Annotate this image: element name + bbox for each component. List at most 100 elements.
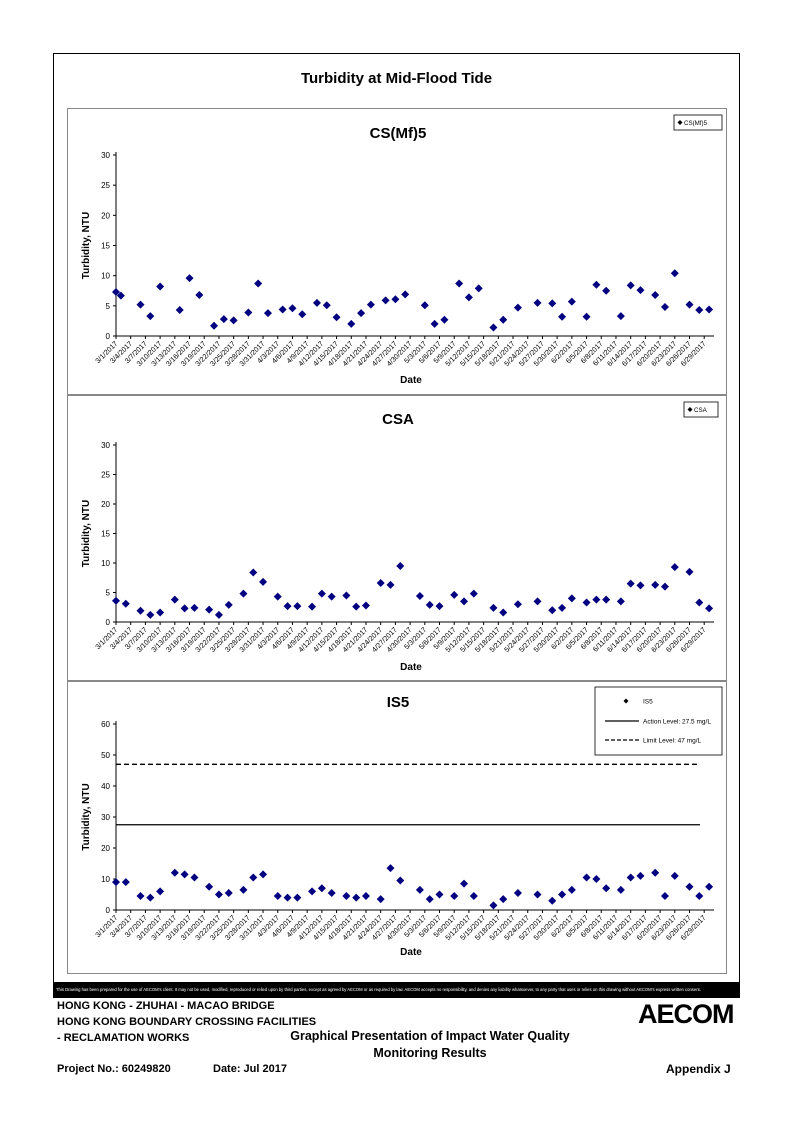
y-axis-label: Turbidity, NTU — [81, 500, 92, 567]
y-tick-label: 10 — [101, 272, 110, 281]
data-point — [616, 312, 625, 321]
data-point — [415, 885, 424, 894]
y-tick-label: 5 — [106, 589, 111, 598]
data-point — [582, 873, 591, 882]
data-point — [121, 878, 130, 887]
data-point — [224, 600, 233, 609]
data-point — [210, 321, 219, 330]
data-point — [435, 890, 444, 899]
data-point — [205, 605, 214, 614]
data-point — [293, 602, 302, 611]
y-tick-label: 10 — [101, 875, 110, 884]
data-point — [376, 579, 385, 588]
data-point — [464, 293, 473, 302]
data-point — [499, 608, 508, 617]
data-point — [626, 281, 635, 290]
y-tick-label: 10 — [101, 559, 110, 568]
chart-title: CS(Mf)5 — [370, 125, 427, 142]
data-point — [317, 884, 326, 893]
data-point — [327, 888, 336, 897]
data-point — [533, 298, 542, 307]
data-point — [322, 301, 331, 310]
data-point — [567, 594, 576, 603]
project-number: Project No.: 60249820 — [57, 1063, 171, 1075]
page-title: Turbidity at Mid-Flood Tide — [300, 70, 493, 87]
data-point — [259, 870, 268, 879]
data-point — [381, 296, 390, 305]
appendix-label: Appendix J — [666, 1062, 731, 1076]
y-tick-label: 30 — [101, 813, 110, 822]
chart-title: CSA — [382, 411, 414, 428]
y-tick-label: 0 — [106, 906, 111, 915]
data-point — [489, 603, 498, 612]
data-point — [214, 890, 223, 899]
legend-label: Action Level: 27.5 mg/L — [643, 718, 711, 725]
data-point — [450, 590, 459, 599]
data-point — [278, 305, 287, 314]
data-point — [582, 312, 591, 321]
data-point — [376, 895, 385, 904]
data-point — [347, 319, 356, 328]
data-point — [602, 286, 611, 295]
data-point — [651, 290, 660, 299]
project-line-1: HONG KONG - ZHUHAI - MACAO BRIDGE — [57, 1000, 275, 1012]
data-point — [685, 567, 694, 576]
legend-label: Limit Level: 47 mg/L — [643, 737, 702, 744]
data-point — [219, 315, 228, 324]
data-point — [366, 300, 375, 309]
chart-svg-2: IS501020304050603/1/20173/4/20173/7/2017… — [81, 686, 723, 958]
data-point — [352, 893, 361, 902]
data-point — [567, 297, 576, 306]
chart-svg-1: CSA0510152025303/1/20173/4/20173/7/20173… — [81, 401, 719, 673]
data-point — [156, 608, 165, 617]
data-point — [190, 873, 199, 882]
data-point — [263, 309, 272, 318]
legend-marker — [677, 120, 683, 125]
data-point — [156, 887, 165, 896]
data-point — [616, 597, 625, 606]
data-point — [626, 579, 635, 588]
data-point — [558, 312, 567, 321]
data-point — [670, 269, 679, 278]
data-point — [342, 591, 351, 600]
data-point — [136, 606, 145, 615]
data-point — [582, 598, 591, 607]
data-point — [112, 878, 120, 887]
project-line-3: - RECLAMATION WORKS — [57, 1032, 190, 1044]
data-point — [136, 300, 145, 309]
data-point — [288, 304, 297, 313]
data-point — [660, 892, 669, 901]
data-point — [460, 597, 469, 606]
data-point — [636, 871, 645, 880]
data-point — [180, 604, 189, 613]
copyright-notice: This Drawing has been prepared for the u… — [53, 982, 740, 998]
data-point — [513, 600, 522, 609]
data-point — [548, 606, 557, 615]
data-point — [112, 287, 120, 296]
y-tick-label: 60 — [101, 720, 110, 729]
drawing-date: Date: Jul 2017 — [213, 1063, 287, 1075]
y-tick-label: 15 — [101, 530, 110, 539]
report-title-line-1: Graphical Presentation of Impact Water Q… — [290, 1029, 570, 1043]
y-tick-label: 50 — [101, 751, 110, 760]
data-point — [170, 595, 179, 604]
chart-svg-0: CS(Mf)50510152025303/1/20173/4/20173/7/2… — [81, 114, 723, 386]
data-point — [469, 892, 478, 901]
data-point — [440, 315, 449, 324]
data-point — [705, 882, 714, 891]
data-point — [670, 563, 679, 572]
y-tick-label: 20 — [101, 211, 110, 220]
data-point — [602, 884, 611, 893]
data-point — [567, 885, 576, 894]
data-point — [695, 598, 704, 607]
data-point — [592, 280, 601, 289]
data-point — [391, 295, 400, 304]
data-point — [249, 873, 258, 882]
aecom-logo: AECOM — [638, 999, 734, 1029]
data-point — [293, 893, 302, 902]
data-point — [283, 893, 292, 902]
data-point — [283, 602, 292, 611]
legend-label: CSA — [694, 407, 708, 414]
y-tick-label: 40 — [101, 782, 110, 791]
data-point — [361, 601, 370, 610]
